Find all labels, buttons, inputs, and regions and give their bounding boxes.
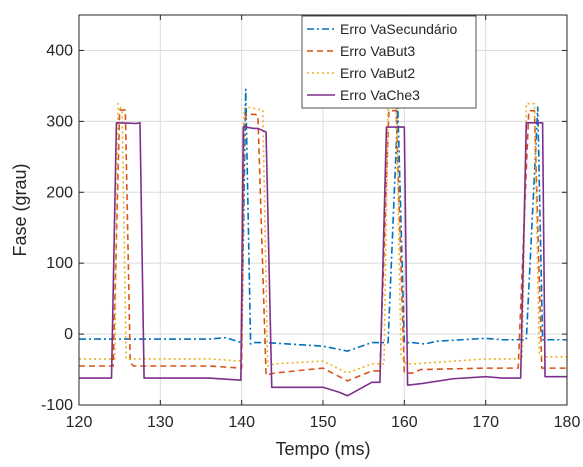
x-tick-label: 120 [66,414,93,431]
y-tick-label: 300 [46,113,73,130]
legend-label: Erro VaBut3 [340,43,415,59]
y-axis-label: Fase (grau) [10,163,30,256]
x-tick-label: 130 [147,414,174,431]
x-tick-label: 150 [310,414,337,431]
tick-marks [78,15,568,406]
series-line [79,109,567,382]
x-tick-label: 170 [472,414,499,431]
series-lines [79,88,567,397]
y-tick-label: 200 [46,184,73,201]
y-tick-label: 100 [46,255,73,272]
y-tick-labels: -100 0 100 200 300 400 [41,42,73,414]
y-tick-label: 0 [64,326,73,343]
x-tick-label: 180 [554,414,581,431]
series-line [79,121,567,397]
legend-label: Erro VaBut2 [340,65,415,81]
y-tick-label: -100 [41,397,73,414]
series-line [79,88,567,352]
x-tick-label: 140 [228,414,255,431]
legend-box [301,15,477,109]
x-tick-labels: 120 130 140 150 160 170 180 [66,414,581,431]
y-tick-label: 400 [46,42,73,59]
legend-label: Erro VaSecundário [340,21,457,37]
x-tick-label: 160 [391,414,418,431]
x-axis-label: Tempo (ms) [275,439,370,459]
legend: Erro VaSecundário Erro VaBut3 Erro VaBut2 E… [301,15,477,109]
series-line [79,102,567,374]
legend-label: Erro VaChe3 [340,87,420,103]
